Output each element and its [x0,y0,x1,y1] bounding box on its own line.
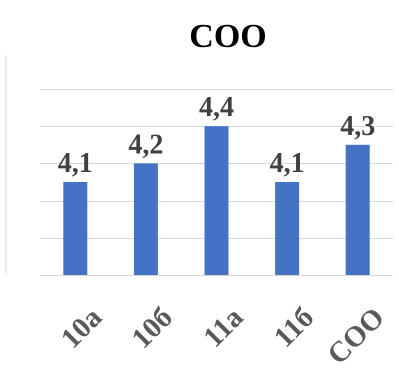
data-label: 4,2 [128,129,163,160]
data-labels: 4,1 4,2 4,4 4,1 4,3 [58,92,375,179]
bar [204,126,229,275]
data-label: 4,1 [270,148,305,179]
bar [63,182,88,275]
data-label: 4,3 [340,111,375,142]
bars [63,126,370,275]
x-axis-tick-labels: 10а 10б 11а 11б СОО [55,301,391,371]
bar [133,163,158,275]
x-tick-label: СОО [321,301,390,370]
x-tick-label: 10а [55,301,109,355]
bar [275,182,300,275]
chart-title: СОО [189,18,266,55]
data-label: 4,4 [199,92,234,123]
x-tick-label: 11а [197,301,250,354]
bar [345,144,370,275]
x-tick-label: 11б [268,301,320,353]
data-label: 4,1 [58,148,93,179]
x-tick-label: 10б [126,301,179,354]
